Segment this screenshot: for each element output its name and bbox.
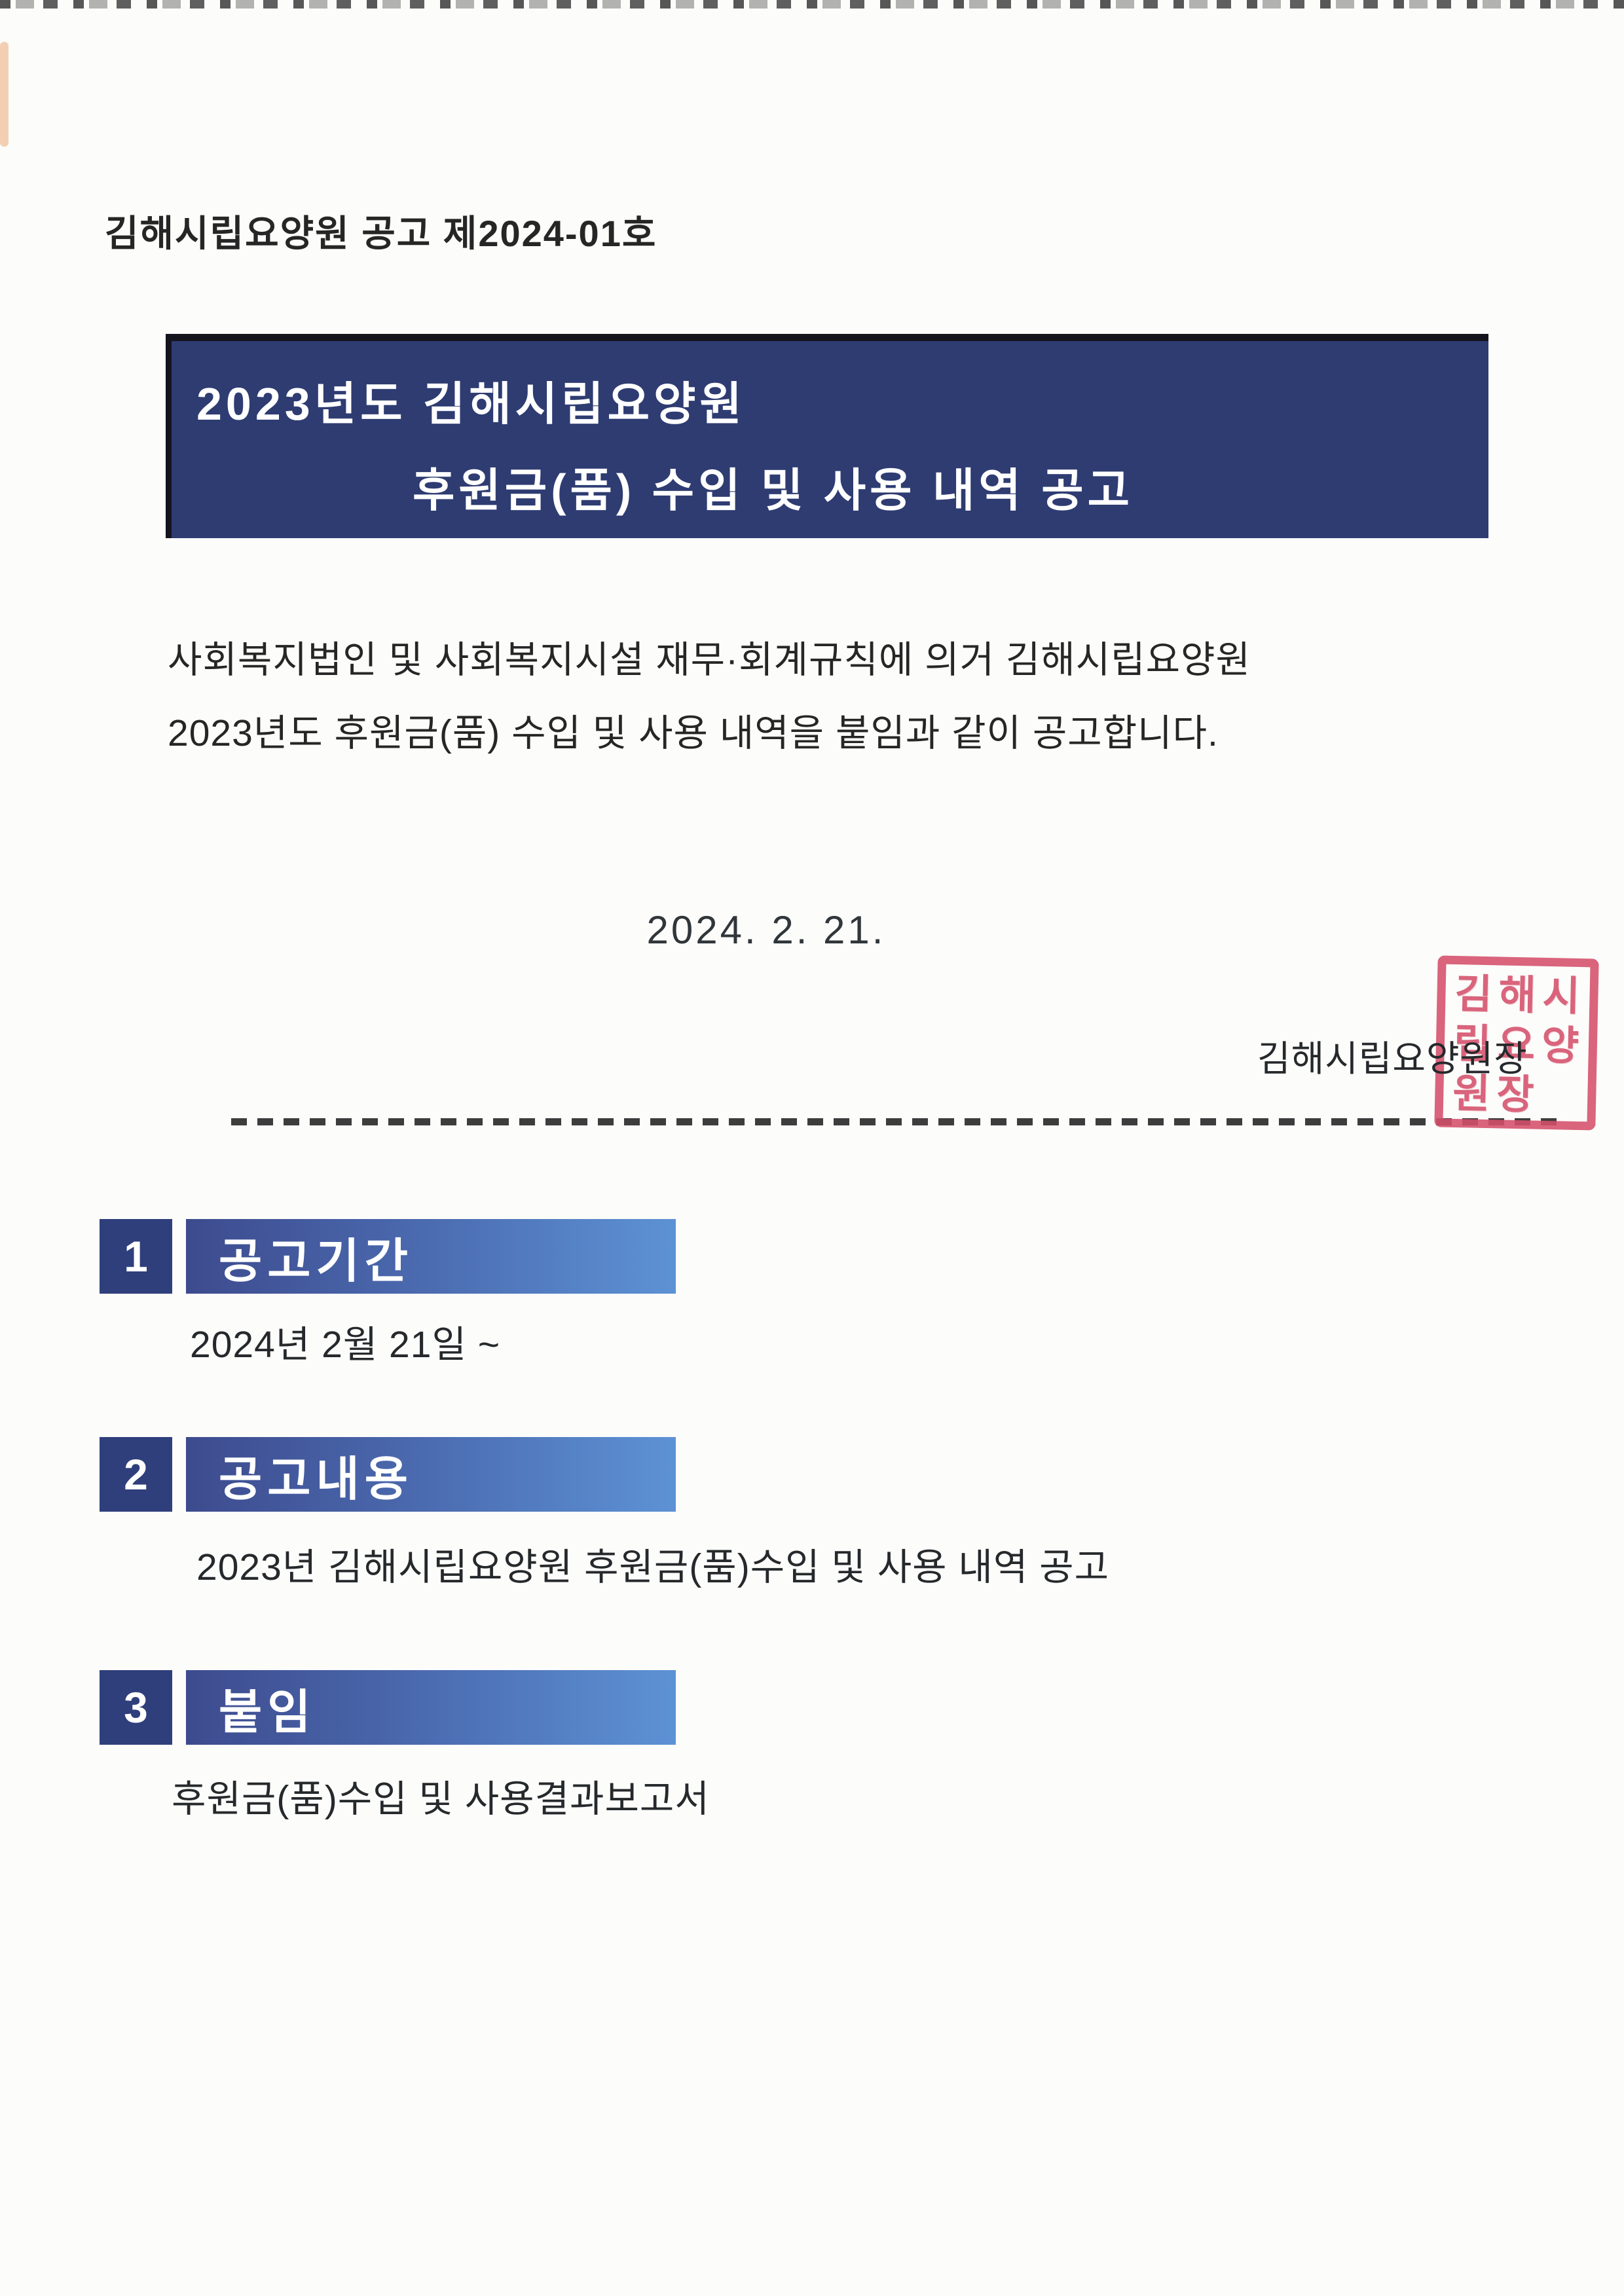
section-1-number-box: 1 — [100, 1219, 172, 1294]
intro-line2: 2023년도 후원금(품) 수입 및 사용 내역을 붙임과 같이 공고합니다. — [168, 712, 1219, 754]
dashed-divider — [231, 1118, 1567, 1125]
intro-line1: 사회복지법인 및 사회복지시설 재무·회계규칙에 의거 김해시립요양원 — [168, 639, 1251, 681]
stamp-row-1: 김해시 — [1454, 972, 1587, 1020]
title-banner: 2023년도 김해시립요양원 후원금(품) 수입 및 사용 내역 공고 — [166, 334, 1488, 538]
intro-paragraph: 사회복지법인 및 사회복지시설 재무·회계규칙에 의거 김해시립요양원 2023… — [168, 623, 1425, 770]
announcement-date: 2024. 2. 21. — [646, 908, 886, 952]
section-3-title-bar: 붙임 — [186, 1670, 676, 1745]
section-3-number-box: 3 — [100, 1670, 172, 1745]
section-2-number-box: 2 — [100, 1437, 172, 1512]
scan-edge-artifact — [0, 42, 9, 147]
title-banner-line2: 후원금(품) 수입 및 사용 내역 공고 — [413, 465, 1134, 516]
section-2-body: 2023년 김해시립요양원 후원금(품)수입 및 사용 내역 공고 — [196, 1546, 1110, 1588]
section-3-body: 후원금(품)수입 및 사용결과보고서 — [172, 1778, 710, 1820]
section-1-title-bar: 공고기간 — [186, 1219, 676, 1294]
scan-noise-band — [0, 0, 1624, 9]
section-1-body: 2024년 2월 21일 ~ — [190, 1324, 501, 1366]
section-2-title-bar: 공고내용 — [186, 1437, 676, 1512]
document-number: 김해시립요양원 공고 제2024-01호 — [105, 213, 657, 254]
title-banner-line1: 2023년도 김해시립요양원 — [196, 378, 746, 429]
signer-title: 김해시립요양원장 — [1257, 1038, 1528, 1079]
